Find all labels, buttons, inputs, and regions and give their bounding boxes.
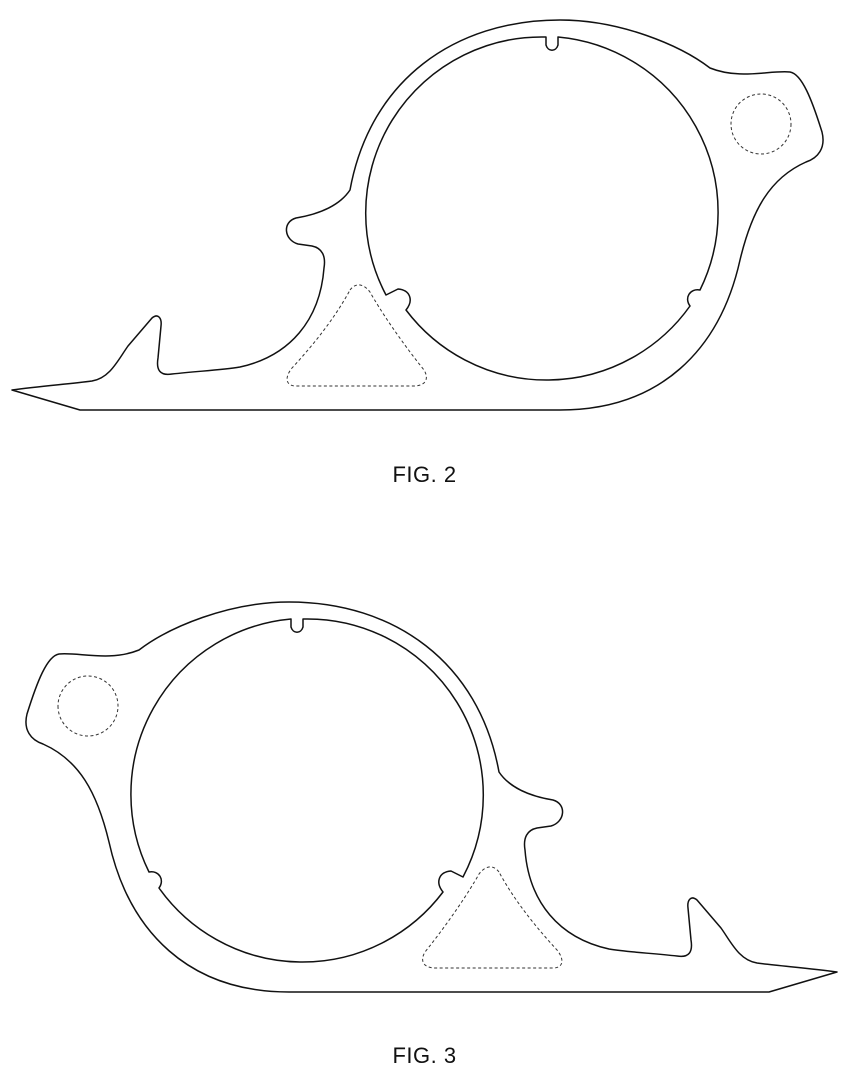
figure-3: FIG. 3 xyxy=(0,540,849,1080)
finger-ring-inner-edge xyxy=(131,619,483,962)
lanyard-hole-hidden xyxy=(58,676,118,736)
figure-3-caption: FIG. 3 xyxy=(0,1043,849,1069)
figure-3-drawing xyxy=(0,540,849,1020)
triangular-cutout-hidden xyxy=(287,285,426,386)
triangular-cutout-hidden xyxy=(423,867,562,968)
tool-outer-outline xyxy=(12,20,823,410)
figure-2-caption: FIG. 2 xyxy=(0,462,849,488)
tool-outer-outline xyxy=(26,602,837,992)
figure-2-drawing xyxy=(0,0,849,450)
figure-2: FIG. 2 xyxy=(0,0,849,540)
finger-ring-inner-edge xyxy=(366,37,718,380)
lanyard-hole-hidden xyxy=(731,94,791,154)
